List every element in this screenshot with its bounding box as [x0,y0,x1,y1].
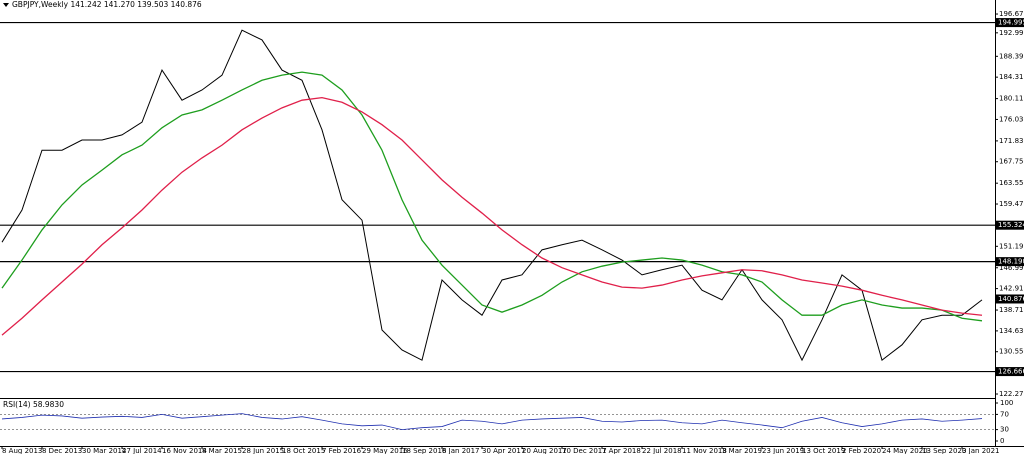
x-tick-label: 16 Nov 2014 [162,447,207,454]
y-tick-label: 163.550 [999,179,1024,187]
x-tick-label: 24 May 2020 [882,447,928,454]
rsi-line [1,413,983,431]
level-box [996,367,1024,377]
current-price-label: 140.876 [998,295,1024,303]
x-tick-label: 28 Jun 2015 [242,447,284,454]
x-tick-label: 3 Jan 2021 [962,447,1000,454]
price-line [1,29,983,362]
x-tick-label: 30 Mar 2014 [82,447,127,454]
y-tick-label: 122.270 [999,390,1024,398]
rsi-tick-label: 30 [1000,426,1009,434]
y-tick-label: 167.750 [999,158,1024,166]
x-tick-label: 18 Oct 2015 [282,447,325,454]
x-tick-label: 7 Feb 2016 [322,447,362,454]
x-tick-label: 2 Feb 2020 [842,447,881,454]
y-tick-label: 138.710 [999,306,1024,314]
y-tick-label: 134.630 [999,327,1024,335]
rsi-tick-label: 70 [1000,410,1009,418]
x-tick-label: 3 Mar 2019 [722,447,762,454]
y-tick-label: 184.310 [999,73,1024,81]
rsi-title: RSI(14) 58.9830 [3,400,64,409]
collapse-icon [3,3,9,7]
x-tick-label: 18 Sep 2016 [402,447,447,454]
y-tick-label: 188.390 [999,52,1024,60]
x-tick-label: 13 Sep 2020 [922,447,966,454]
rsi-tick-label: 100 [1000,399,1013,407]
x-tick-label: 10 Dec 2017 [562,447,607,454]
x-tick-label: 8 Aug 2013 [2,447,42,454]
y-tick-label: 159.470 [999,200,1024,208]
y-tick-label: 180.110 [999,95,1024,103]
level-label: 155.324 [998,221,1024,229]
x-tick-label: 29 May 2016 [362,447,408,454]
current-price-box [996,294,1024,304]
x-tick-label: 8 Mar 2015 [202,447,242,454]
level-box [996,220,1024,230]
y-tick-label: 196.670 [999,10,1024,18]
y-tick-label: 151.190 [999,242,1024,250]
x-tick-label: 23 Jun 2019 [762,447,804,454]
x-tick-label: 1 Apr 2018 [602,447,641,454]
x-tick-label: 27 Jul 2014 [122,447,162,454]
y-tick-label: 171.830 [999,137,1024,145]
level-label: 194.995 [998,19,1024,27]
y-tick-label: 142.910 [999,285,1024,293]
x-tick-label: 20 Aug 2017 [522,447,567,454]
y-tick-label: 146.990 [999,264,1024,272]
level-box [996,257,1024,267]
level-label: 148.190 [998,258,1024,266]
x-tick-label: 30 Apr 2017 [482,447,525,454]
y-tick-label: 130.550 [999,348,1024,356]
chart-title: GBPJPY,Weekly 141.242 141.270 139.503 14… [12,0,202,9]
x-tick-label: 22 Jul 2018 [642,447,682,454]
moving-average [1,96,983,336]
x-tick-label: 8 Jan 2017 [442,447,480,454]
level-box [996,18,1024,28]
moving-average [1,71,983,322]
level-label: 126.666 [998,368,1024,376]
x-tick-label: 13 Oct 2019 [802,447,845,454]
x-tick-label: 8 Dec 2013 [42,447,82,454]
y-tick-label: 176.030 [999,115,1024,123]
rsi-tick-label: 0 [1000,437,1004,445]
x-tick-label: 11 Nov 2018 [682,447,727,454]
y-tick-label: 192.990 [999,29,1024,37]
